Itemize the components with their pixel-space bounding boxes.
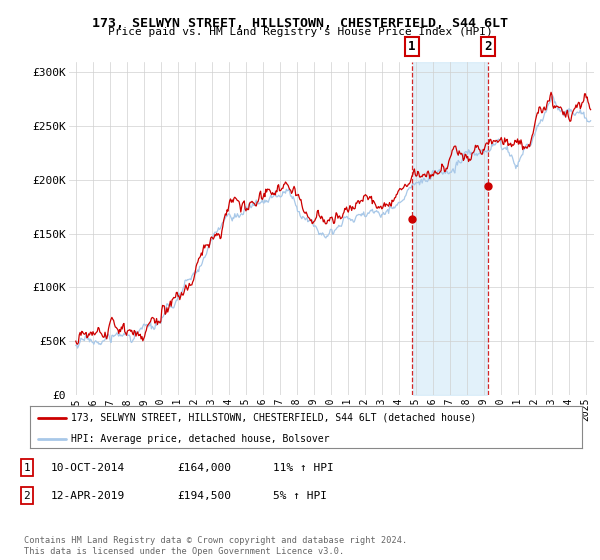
Text: 5% ↑ HPI: 5% ↑ HPI	[273, 491, 327, 501]
Text: 2: 2	[485, 40, 492, 53]
Text: 12-APR-2019: 12-APR-2019	[51, 491, 125, 501]
Text: 10-OCT-2014: 10-OCT-2014	[51, 463, 125, 473]
Text: 11% ↑ HPI: 11% ↑ HPI	[273, 463, 334, 473]
Text: £164,000: £164,000	[177, 463, 231, 473]
Text: £194,500: £194,500	[177, 491, 231, 501]
Text: 1: 1	[408, 40, 416, 53]
Text: Price paid vs. HM Land Registry's House Price Index (HPI): Price paid vs. HM Land Registry's House …	[107, 27, 493, 37]
Text: 173, SELWYN STREET, HILLSTOWN, CHESTERFIELD, S44 6LT (detached house): 173, SELWYN STREET, HILLSTOWN, CHESTERFI…	[71, 413, 477, 423]
Text: 2: 2	[23, 491, 31, 501]
Text: 173, SELWYN STREET, HILLSTOWN, CHESTERFIELD, S44 6LT: 173, SELWYN STREET, HILLSTOWN, CHESTERFI…	[92, 17, 508, 30]
Text: HPI: Average price, detached house, Bolsover: HPI: Average price, detached house, Bols…	[71, 434, 330, 444]
Text: Contains HM Land Registry data © Crown copyright and database right 2024.
This d: Contains HM Land Registry data © Crown c…	[24, 536, 407, 556]
Text: 1: 1	[23, 463, 31, 473]
